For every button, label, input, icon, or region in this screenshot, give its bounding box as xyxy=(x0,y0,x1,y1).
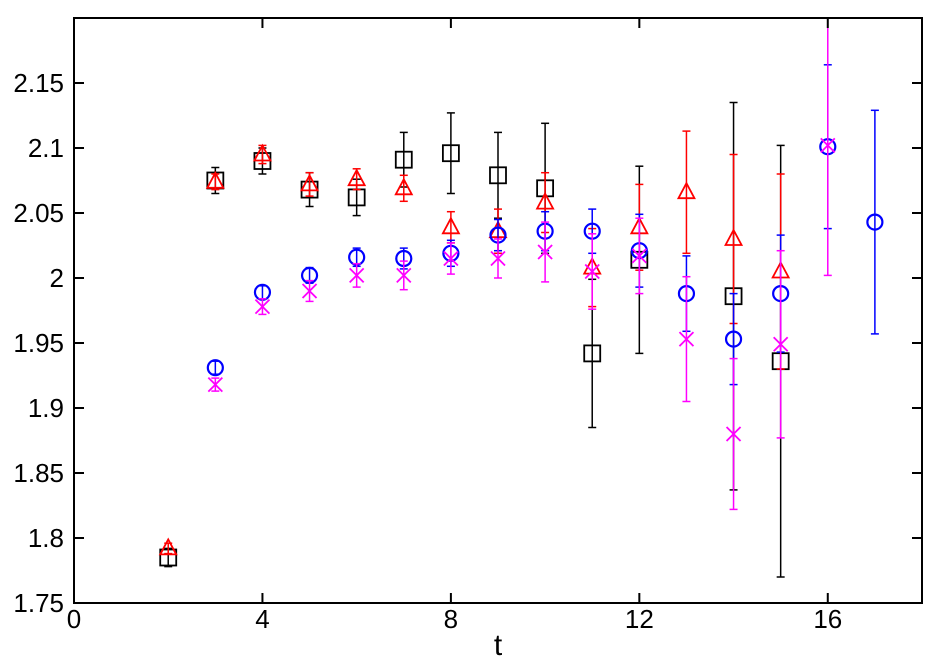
x-tick-label: 0 xyxy=(67,604,81,634)
data-point xyxy=(254,298,271,316)
y-tick-label: 1.9 xyxy=(28,393,64,423)
triangle-marker xyxy=(300,173,320,192)
x-marker-stroke xyxy=(490,250,506,267)
circle-marker xyxy=(866,213,884,231)
data-point xyxy=(158,537,178,556)
data-point xyxy=(490,238,506,279)
data-point xyxy=(394,174,414,203)
data-point xyxy=(866,109,884,335)
square-marker xyxy=(489,166,507,185)
square-marker xyxy=(441,144,460,163)
data-point xyxy=(253,283,272,301)
x-marker-stroke xyxy=(301,283,318,299)
triangle-marker xyxy=(394,177,414,196)
y-tick-label: 2 xyxy=(50,263,64,293)
x-tick-label: 8 xyxy=(444,604,458,634)
y-tick-label: 2.1 xyxy=(28,133,64,163)
x-marker-stroke xyxy=(396,267,412,284)
data-point xyxy=(537,221,553,283)
data-point xyxy=(300,171,320,197)
data-point xyxy=(441,112,460,195)
x-marker-stroke xyxy=(631,248,647,264)
data-point xyxy=(676,130,696,255)
triangle-marker xyxy=(205,170,225,189)
x-marker-stroke xyxy=(443,250,459,267)
data-point xyxy=(773,249,789,439)
series-1 xyxy=(158,130,791,556)
data-point xyxy=(349,262,365,288)
triangle-marker xyxy=(347,168,367,187)
data-point xyxy=(207,376,223,393)
x-tick-label: 16 xyxy=(813,604,842,634)
circle-marker xyxy=(206,359,224,377)
x-marker-stroke xyxy=(254,298,271,315)
x-marker-stroke xyxy=(725,426,742,442)
series-0 xyxy=(159,101,790,578)
data-point xyxy=(678,275,695,403)
data-point xyxy=(252,143,272,165)
x-axis-title: t xyxy=(494,629,503,662)
data-point xyxy=(441,210,461,244)
data-point xyxy=(631,217,647,295)
x-tick-label: 4 xyxy=(255,604,269,634)
data-marks xyxy=(158,18,884,578)
x-marker-stroke xyxy=(584,263,600,280)
data-point xyxy=(489,131,507,219)
data-point xyxy=(206,359,224,377)
x-marker-stroke xyxy=(207,376,223,393)
data-point xyxy=(584,233,600,310)
y-tick-label: 1.75 xyxy=(13,588,64,618)
triangle-marker xyxy=(158,537,178,556)
y-tick-label: 1.95 xyxy=(13,328,64,358)
x-marker-stroke xyxy=(349,267,365,284)
x-tick-label: 12 xyxy=(625,604,654,634)
data-point xyxy=(205,170,225,191)
x-marker-stroke xyxy=(678,331,695,347)
x-marker-stroke xyxy=(820,137,836,154)
data-point xyxy=(725,357,742,511)
y-tick-label: 2.15 xyxy=(13,68,64,98)
x-marker-stroke xyxy=(773,336,789,352)
axis-ticks: 0 4 8 12 16 1.75 1.8 1.85 1.9 1.95 2 2.05 2.1 2.15 xyxy=(13,18,922,634)
square-marker xyxy=(583,344,602,363)
data-point xyxy=(301,279,318,303)
y-tick-label: 2.05 xyxy=(13,198,64,228)
triangle-marker xyxy=(252,143,272,162)
data-point xyxy=(443,242,459,275)
data-point xyxy=(396,260,412,291)
plot-frame xyxy=(73,17,923,604)
data-point xyxy=(347,168,367,191)
y-tick-label: 1.85 xyxy=(13,458,64,488)
triangle-marker xyxy=(724,228,744,246)
data-point xyxy=(820,18,836,277)
y-tick-label: 1.8 xyxy=(28,523,64,553)
square-marker xyxy=(394,150,413,169)
triangle-marker xyxy=(676,181,696,200)
series-3 xyxy=(207,18,836,511)
x-marker-stroke xyxy=(537,244,553,260)
triangle-marker xyxy=(535,191,555,210)
circle-marker xyxy=(724,330,743,348)
triangle-marker xyxy=(441,216,461,235)
